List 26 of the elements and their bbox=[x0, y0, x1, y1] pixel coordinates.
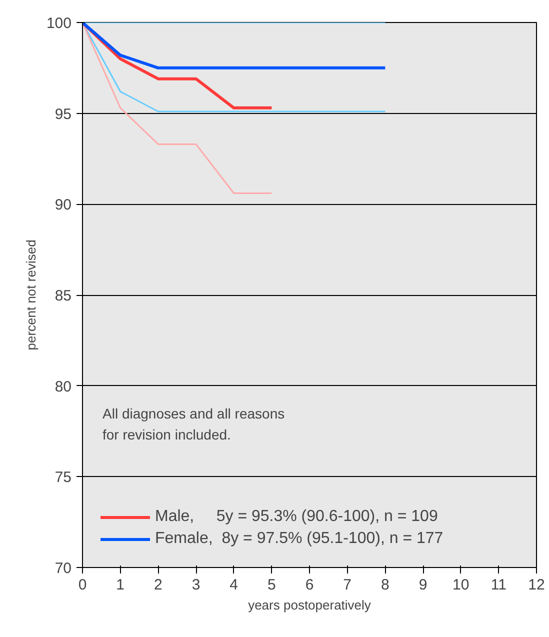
x-tick-label: 8 bbox=[380, 576, 390, 594]
y-tick-label: 75 bbox=[54, 469, 72, 486]
x-tick-label: 3 bbox=[192, 576, 200, 594]
x-tick-label: 6 bbox=[305, 576, 314, 594]
x-axis-title: years postoperatively bbox=[248, 598, 372, 612]
line-series bbox=[82, 22, 272, 194]
x-tick-label: 2 bbox=[154, 576, 162, 594]
y-tick-label: 90 bbox=[54, 196, 72, 214]
legend-label: Male, 5y = 95.3% (90.6-100), n = 109 bbox=[155, 508, 438, 526]
y-tick-label: 80 bbox=[54, 378, 72, 396]
x-tick-label: 7 bbox=[343, 576, 352, 594]
x-tick-label: 4 bbox=[230, 576, 238, 594]
y-tick-label: 95 bbox=[54, 106, 72, 123]
legend-label: Female, 8y = 97.5% (95.1-100), n = 177 bbox=[155, 530, 444, 548]
y-tick-label: 100 bbox=[46, 15, 72, 32]
y-axis-title: percent not revised bbox=[23, 240, 38, 350]
annotation: All diagnoses and all reasons for revision included. bbox=[102, 406, 285, 442]
x-tick-label: 9 bbox=[418, 576, 428, 594]
x-tick-label: 10 bbox=[452, 576, 470, 594]
y-tick-label: 85 bbox=[54, 288, 72, 304]
x-tick-label: 11 bbox=[490, 576, 506, 594]
x-tick-label: 12 bbox=[528, 576, 545, 594]
x-tick-label: 1 bbox=[116, 576, 125, 594]
x-tick-label: 0 bbox=[78, 576, 87, 594]
x-tick-label: 5 bbox=[267, 576, 276, 594]
y-tick-label: 70 bbox=[54, 560, 72, 577]
